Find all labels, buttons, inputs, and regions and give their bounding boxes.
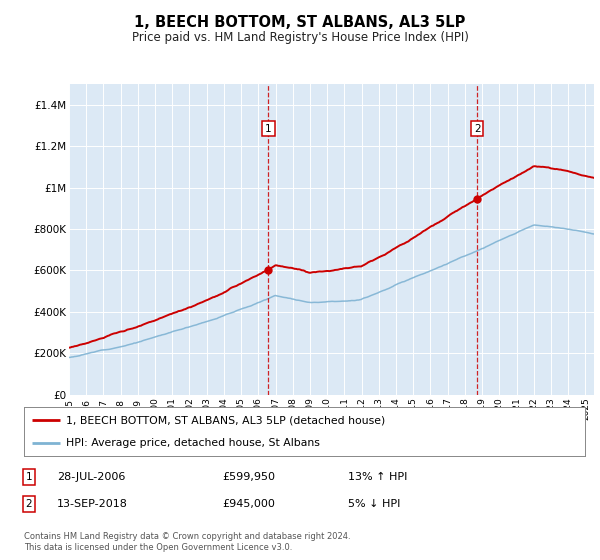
Text: 13-SEP-2018: 13-SEP-2018: [57, 499, 128, 509]
Text: 1: 1: [265, 124, 272, 133]
Text: HPI: Average price, detached house, St Albans: HPI: Average price, detached house, St A…: [66, 438, 320, 448]
Text: 2: 2: [25, 499, 32, 509]
Text: Contains HM Land Registry data © Crown copyright and database right 2024.: Contains HM Land Registry data © Crown c…: [24, 532, 350, 541]
Text: 1, BEECH BOTTOM, ST ALBANS, AL3 5LP: 1, BEECH BOTTOM, ST ALBANS, AL3 5LP: [134, 15, 466, 30]
Text: 1: 1: [25, 472, 32, 482]
Text: Price paid vs. HM Land Registry's House Price Index (HPI): Price paid vs. HM Land Registry's House …: [131, 31, 469, 44]
Text: £599,950: £599,950: [222, 472, 275, 482]
Text: £945,000: £945,000: [222, 499, 275, 509]
Text: This data is licensed under the Open Government Licence v3.0.: This data is licensed under the Open Gov…: [24, 543, 292, 552]
Text: 13% ↑ HPI: 13% ↑ HPI: [348, 472, 407, 482]
Text: 28-JUL-2006: 28-JUL-2006: [57, 472, 125, 482]
Text: 1, BEECH BOTTOM, ST ALBANS, AL3 5LP (detached house): 1, BEECH BOTTOM, ST ALBANS, AL3 5LP (det…: [66, 416, 385, 426]
Text: 2: 2: [474, 124, 481, 133]
Text: 5% ↓ HPI: 5% ↓ HPI: [348, 499, 400, 509]
